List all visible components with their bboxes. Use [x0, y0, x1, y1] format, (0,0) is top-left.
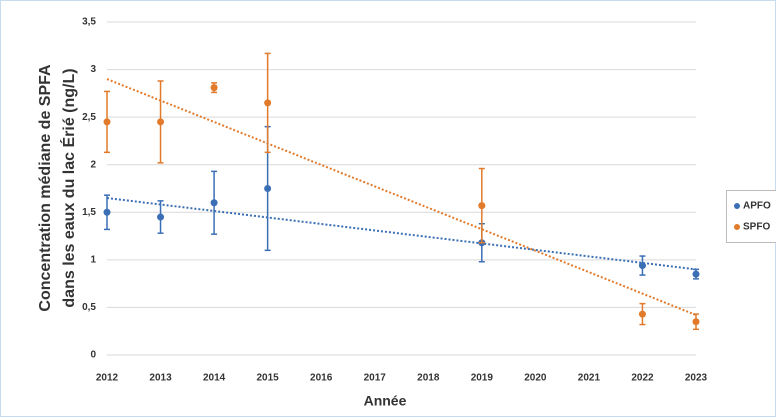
y-tick-label: 0	[90, 350, 96, 361]
legend-box	[726, 190, 776, 243]
y-axis-title-line: Concentration médiane de SPFA	[37, 64, 54, 312]
x-tick-label: 2014	[203, 373, 226, 384]
x-tick-label: 2017	[364, 373, 387, 384]
legend-label: APFO	[743, 201, 771, 212]
x-tick-label: 2012	[96, 373, 119, 384]
point	[210, 84, 218, 92]
y-tick-label: 1	[90, 254, 96, 265]
point	[103, 118, 111, 126]
legend-label: SPFO	[743, 222, 770, 233]
trend-line	[106, 78, 697, 316]
x-tick-label: 2020	[524, 373, 547, 384]
x-axis-title: Année	[364, 393, 407, 409]
x-tick-label: 2013	[149, 373, 172, 384]
point	[478, 202, 486, 210]
legend-marker	[734, 224, 740, 230]
legend-marker	[734, 203, 740, 209]
point	[638, 262, 646, 270]
point	[692, 318, 700, 326]
x-tick-label: 2021	[578, 373, 601, 384]
point	[264, 99, 272, 107]
point	[103, 208, 111, 216]
point	[638, 310, 646, 318]
y-tick-label: 1,5	[82, 207, 96, 218]
point	[157, 213, 165, 221]
x-tick-label: 2018	[417, 373, 440, 384]
point	[264, 185, 272, 192]
y-tick-label: 0,5	[82, 302, 96, 313]
x-tick-label: 2023	[685, 373, 708, 384]
point	[692, 270, 700, 278]
point	[157, 118, 165, 126]
x-tick-label: 2022	[631, 373, 654, 384]
x-tick-label: 2015	[257, 373, 280, 384]
y-tick-label: 3,5	[82, 17, 96, 28]
y-tick-label: 2	[90, 159, 96, 170]
x-tick-label: 2019	[471, 373, 494, 384]
y-axis-title-line: dans les eaux du lac Érié (ng/L)	[59, 68, 78, 307]
y-axis-title: Concentration médiane de SPFA dans les e…	[37, 64, 78, 312]
trend-line	[106, 197, 697, 271]
point	[210, 199, 218, 207]
y-tick-label: 3	[90, 64, 96, 75]
y-tick-label: 2,5	[82, 112, 96, 123]
x-tick-label: 2016	[310, 373, 333, 384]
